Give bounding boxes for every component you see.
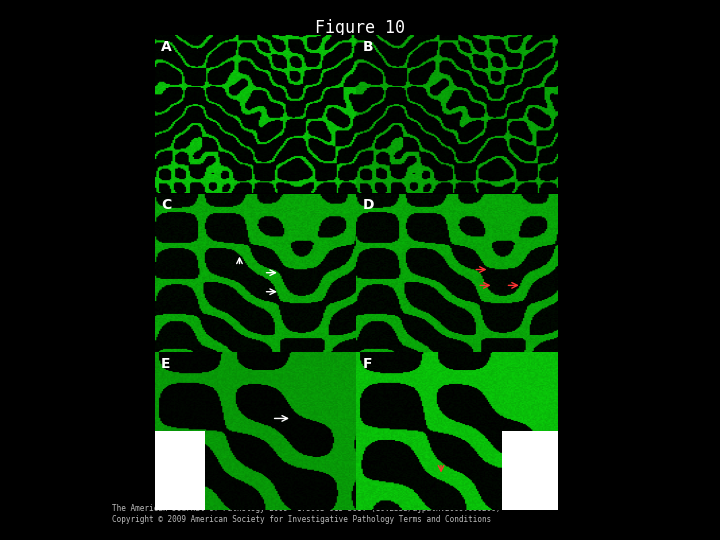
Bar: [502, 431, 558, 510]
Text: Copyright © 2009 American Society for Investigative Pathology Terms and Conditio: Copyright © 2009 American Society for In…: [112, 515, 491, 524]
Text: E: E: [161, 356, 171, 370]
Text: F: F: [362, 356, 372, 370]
Bar: [155, 431, 205, 510]
Text: A: A: [161, 40, 171, 54]
Text: The American Journal of Pathology 2009  175903-915 DOI: (10.2353/ajpath.2009.090: The American Journal of Pathology 2009 1…: [112, 504, 500, 513]
Text: Figure 10: Figure 10: [315, 19, 405, 37]
Text: B: B: [362, 40, 373, 54]
Text: D: D: [362, 198, 374, 212]
Text: C: C: [161, 198, 171, 212]
